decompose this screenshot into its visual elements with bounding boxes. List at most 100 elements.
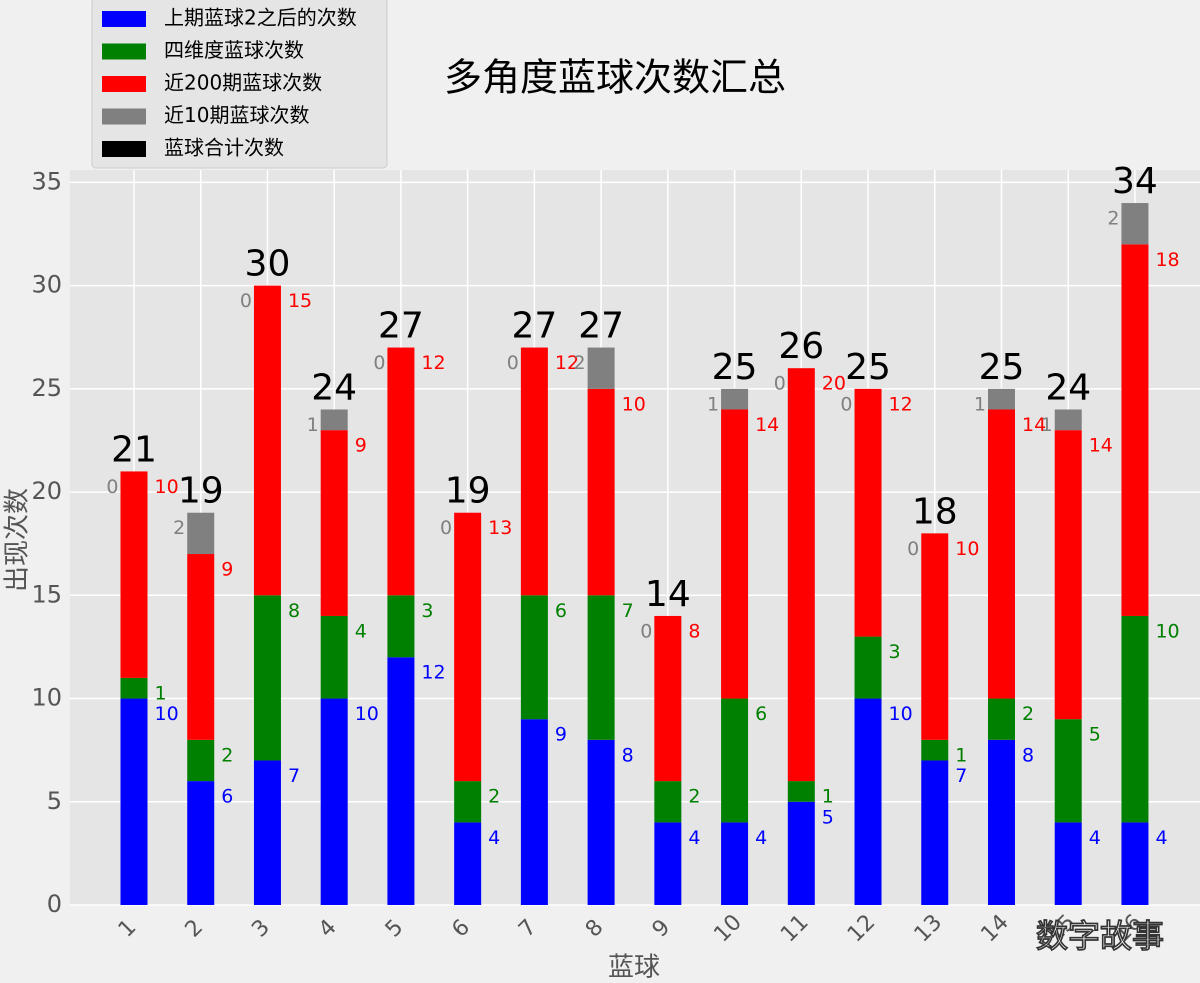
y-tick-label: 20 (31, 477, 62, 505)
value-label: 9 (221, 559, 233, 581)
value-label: 20 (822, 373, 846, 395)
value-label: 0 (106, 476, 118, 498)
bar-segment (1054, 719, 1082, 823)
value-label: 1 (974, 393, 986, 415)
y-tick-label: 0 (47, 890, 62, 918)
value-label: 10 (889, 703, 913, 725)
bar-segment (253, 285, 281, 596)
value-label: 14 (755, 414, 779, 436)
value-label: 2 (488, 786, 500, 808)
value-label: 0 (640, 620, 652, 642)
value-label: 10 (622, 393, 646, 415)
bar-segment (520, 719, 548, 905)
watermark: 数字故事 (1036, 917, 1164, 955)
value-label: 18 (1155, 249, 1179, 271)
total-label: 27 (511, 306, 557, 347)
bar-segment (654, 822, 682, 905)
bar-segment (987, 739, 1015, 905)
bar-segment (187, 554, 215, 740)
legend-label: 近200期蓝球次数 (164, 71, 322, 95)
total-label: 24 (1045, 367, 1091, 408)
value-label: 12 (421, 352, 445, 374)
value-label: 8 (1022, 744, 1034, 766)
value-label: 12 (421, 662, 445, 684)
total-label: 27 (378, 306, 424, 347)
bar-segment (320, 698, 348, 905)
bar-segment (787, 781, 815, 802)
value-label: 0 (907, 538, 919, 560)
plot-area (70, 170, 1200, 905)
bar-segment (120, 471, 148, 678)
legend-label: 四维度蓝球次数 (164, 38, 304, 62)
bar-segment (587, 347, 615, 389)
bar-segment (454, 822, 482, 905)
value-label: 0 (373, 352, 385, 374)
total-label: 25 (979, 347, 1025, 388)
bar-segment (1054, 822, 1082, 905)
bar-segment (454, 781, 482, 823)
total-label: 26 (778, 326, 824, 367)
value-label: 5 (822, 806, 834, 828)
value-label: 12 (555, 352, 579, 374)
value-label: 3 (421, 600, 433, 622)
value-label: 9 (555, 724, 567, 746)
bar-segment (987, 388, 1015, 410)
bar-segment (1121, 822, 1149, 905)
total-label: 30 (245, 244, 291, 285)
total-label: 25 (845, 347, 891, 388)
bar-segment (1121, 203, 1149, 245)
bar-segment (921, 760, 949, 905)
legend-swatch (102, 76, 146, 92)
y-tick-label: 35 (31, 167, 62, 195)
bar-segment (1054, 430, 1082, 720)
value-label: 6 (555, 600, 567, 622)
value-label: 1 (1041, 414, 1053, 436)
value-label: 13 (488, 517, 512, 539)
legend-swatch (102, 43, 146, 60)
bar-segment (454, 512, 482, 782)
total-label: 18 (912, 491, 958, 532)
value-label: 4 (688, 827, 700, 849)
legend-swatch (102, 108, 146, 125)
bar-segment (787, 801, 815, 905)
value-label: 0 (507, 352, 519, 374)
value-label: 0 (774, 373, 786, 395)
bar-segment (187, 512, 215, 555)
value-label: 2 (1022, 703, 1034, 725)
bar-segment (654, 615, 682, 782)
value-label: 6 (221, 786, 233, 808)
value-label: 1 (307, 414, 319, 436)
value-label: 0 (840, 393, 852, 415)
y-tick-label: 10 (31, 684, 62, 712)
value-label: 8 (288, 600, 300, 622)
value-label: 12 (889, 393, 913, 415)
value-label: 4 (1089, 827, 1101, 849)
value-label: 8 (688, 620, 700, 642)
bar-segment (921, 533, 949, 740)
value-label: 1 (955, 744, 967, 766)
legend-box (91, 0, 388, 169)
y-tick-label: 30 (31, 271, 62, 299)
bar-segment (253, 760, 281, 905)
value-label: 0 (440, 517, 452, 539)
bar-segment (854, 636, 882, 699)
value-label: 10 (955, 538, 979, 560)
legend-swatch (102, 141, 146, 157)
legend-label: 蓝球合计次数 (164, 136, 284, 160)
bar-segment (387, 595, 415, 658)
value-label: 8 (622, 744, 634, 766)
value-label: 14 (1022, 414, 1046, 436)
value-label: 10 (155, 703, 179, 725)
value-label: 0 (240, 290, 252, 312)
bar-segment (320, 409, 348, 431)
value-label: 4 (488, 827, 500, 849)
legend-label: 上期蓝球2之后的次数 (164, 6, 357, 30)
value-label: 2 (221, 744, 233, 766)
bar-segment (1054, 409, 1082, 431)
total-label: 34 (1112, 161, 1158, 202)
value-label: 2 (173, 517, 185, 539)
total-label: 19 (445, 471, 491, 512)
bar-segment (1121, 615, 1149, 823)
